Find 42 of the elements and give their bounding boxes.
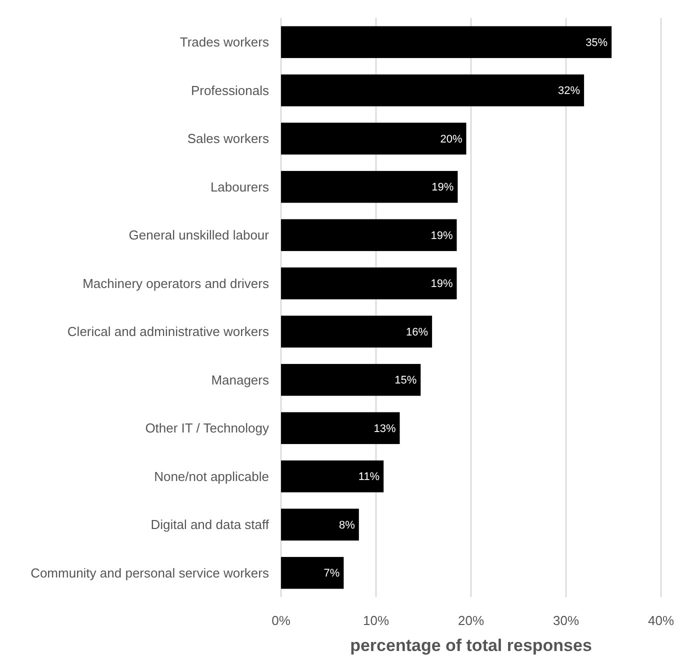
y-tick-label: General unskilled labour [128,228,270,243]
data-label: 16% [406,326,428,338]
bar [281,26,612,58]
x-tick-label: 0% [272,613,291,628]
bar [281,412,400,444]
y-tick-label: Other IT / Technology [145,420,270,436]
bar [281,556,344,589]
bar [281,74,584,106]
bar [281,508,359,541]
data-label: 32% [558,85,580,98]
y-tick-label: Labourers [210,179,270,194]
data-label: 8% [338,519,356,532]
bar [281,316,432,348]
y-tick-label: Community and personal service workers [30,565,270,580]
bar [281,460,384,492]
bar [281,122,466,155]
y-tick-label: Sales workers [187,131,270,146]
data-label: 20% [440,133,462,146]
y-tick-label: Clerical and administrative workers [67,324,270,340]
x-tick-label: 10% [362,613,390,628]
x-axis-title: percentage of total responses [350,636,592,655]
bar [281,364,421,396]
y-tick-label: Machinery operators and drivers [82,276,270,291]
x-tick-label: 40% [648,613,674,628]
y-tick-label: Professionals [190,82,270,98]
data-label: 13% [374,422,396,435]
data-label: 19% [430,278,453,290]
bar [281,219,457,252]
data-label: 19% [432,182,454,194]
data-label: 11% [358,471,380,484]
data-label: 35% [586,36,608,49]
y-tick-label: Managers [211,372,270,388]
bar [281,267,457,300]
x-tick-label: 30% [552,613,580,628]
y-tick-label: None/not applicable [154,468,269,484]
y-tick-label: Digital and data staff [150,517,270,532]
data-label: 15% [394,374,417,387]
data-label: 7% [324,568,340,580]
data-label: 19% [430,230,453,242]
bar [281,170,458,203]
y-tick-label: Trades workers [180,34,270,50]
x-tick-label: 20% [458,613,484,628]
